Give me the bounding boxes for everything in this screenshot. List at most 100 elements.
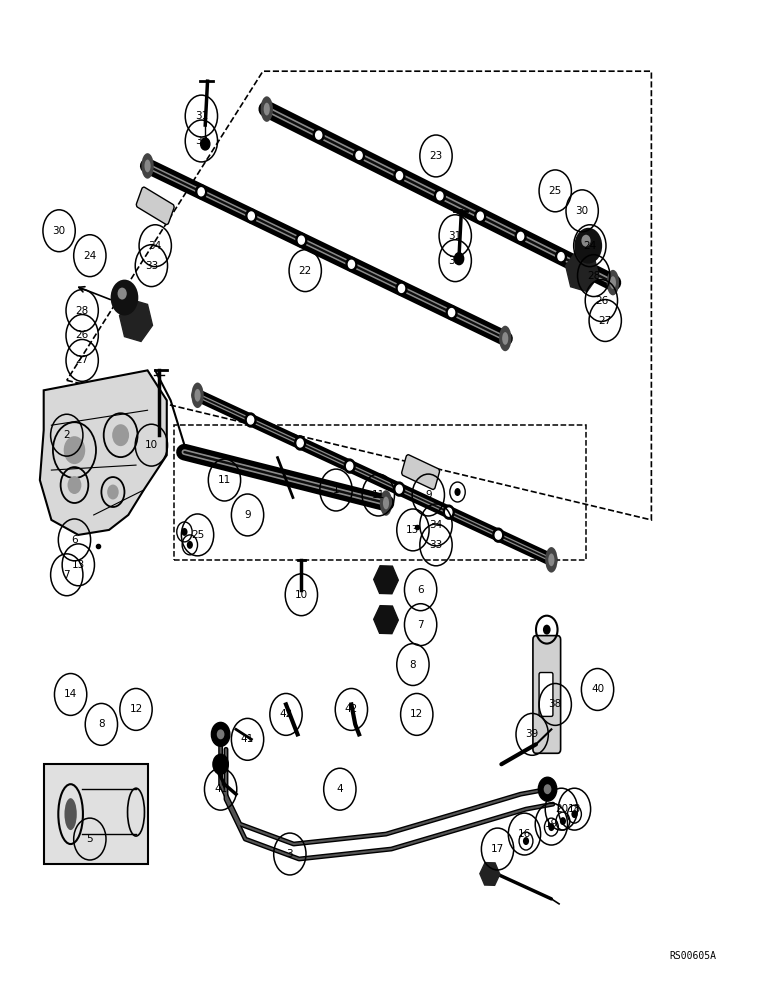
- Text: 32: 32: [449, 256, 462, 266]
- FancyBboxPatch shape: [137, 187, 174, 225]
- Circle shape: [543, 625, 550, 635]
- Circle shape: [394, 482, 405, 496]
- Circle shape: [523, 837, 529, 845]
- Text: 6: 6: [418, 585, 424, 595]
- Text: 32: 32: [195, 136, 208, 146]
- Circle shape: [198, 188, 205, 196]
- Ellipse shape: [264, 103, 270, 115]
- Circle shape: [571, 810, 577, 818]
- Text: 11: 11: [218, 475, 231, 485]
- Text: 13: 13: [406, 525, 419, 535]
- Circle shape: [455, 488, 461, 496]
- Ellipse shape: [141, 153, 154, 179]
- Text: 22: 22: [299, 266, 312, 276]
- Circle shape: [107, 485, 119, 500]
- Ellipse shape: [261, 96, 273, 122]
- Text: 7: 7: [418, 620, 424, 630]
- Text: 16: 16: [518, 829, 531, 839]
- Text: 6: 6: [71, 535, 78, 545]
- Circle shape: [316, 131, 322, 139]
- Ellipse shape: [499, 326, 511, 351]
- Text: 39: 39: [526, 729, 539, 739]
- Text: 23: 23: [429, 151, 442, 161]
- Ellipse shape: [191, 383, 204, 408]
- Circle shape: [67, 476, 81, 494]
- Text: 31: 31: [449, 231, 462, 241]
- Text: 11: 11: [371, 490, 385, 500]
- Circle shape: [515, 229, 526, 243]
- Circle shape: [295, 436, 306, 450]
- Circle shape: [574, 228, 602, 264]
- Ellipse shape: [502, 332, 508, 345]
- Circle shape: [396, 281, 407, 295]
- Circle shape: [548, 823, 554, 831]
- Text: 1: 1: [333, 485, 340, 495]
- Circle shape: [248, 212, 254, 220]
- Text: 33: 33: [429, 540, 442, 550]
- Ellipse shape: [548, 553, 554, 566]
- Circle shape: [538, 777, 557, 801]
- Circle shape: [394, 169, 405, 183]
- Text: 17: 17: [491, 844, 504, 854]
- Text: 9: 9: [425, 490, 432, 500]
- Text: 18: 18: [568, 804, 581, 814]
- Circle shape: [581, 235, 591, 247]
- Text: 19: 19: [545, 819, 558, 829]
- Text: 8: 8: [410, 660, 416, 670]
- Circle shape: [517, 232, 523, 240]
- Circle shape: [117, 288, 127, 300]
- Text: 8: 8: [98, 719, 105, 729]
- Text: 30: 30: [52, 226, 66, 236]
- Text: 2: 2: [63, 430, 70, 440]
- Circle shape: [112, 424, 129, 446]
- Circle shape: [248, 416, 254, 424]
- Ellipse shape: [380, 490, 392, 516]
- Text: 27: 27: [598, 316, 612, 326]
- Circle shape: [296, 233, 306, 247]
- Text: 24: 24: [83, 251, 96, 261]
- Text: 42: 42: [279, 709, 293, 719]
- Circle shape: [495, 531, 501, 539]
- Text: 5: 5: [86, 834, 93, 844]
- Ellipse shape: [607, 270, 619, 295]
- Circle shape: [246, 209, 256, 223]
- Text: 34: 34: [429, 520, 442, 530]
- Text: 27: 27: [76, 355, 89, 365]
- Text: 12: 12: [410, 709, 423, 719]
- Circle shape: [449, 309, 455, 317]
- Text: 24: 24: [583, 241, 597, 251]
- Text: 26: 26: [594, 296, 608, 306]
- Circle shape: [181, 528, 188, 536]
- Text: 33: 33: [145, 261, 158, 271]
- Circle shape: [313, 128, 324, 142]
- Circle shape: [344, 459, 355, 473]
- Circle shape: [455, 253, 464, 265]
- Ellipse shape: [610, 276, 616, 289]
- Ellipse shape: [195, 389, 201, 402]
- Circle shape: [110, 280, 138, 316]
- FancyBboxPatch shape: [539, 673, 553, 716]
- Circle shape: [297, 439, 303, 447]
- Ellipse shape: [65, 798, 76, 830]
- Text: 10: 10: [145, 440, 158, 450]
- Circle shape: [446, 306, 457, 320]
- Text: 41: 41: [241, 734, 254, 744]
- Ellipse shape: [144, 160, 151, 172]
- Circle shape: [477, 212, 483, 220]
- Text: 25: 25: [191, 530, 204, 540]
- Circle shape: [187, 541, 193, 549]
- Ellipse shape: [383, 497, 389, 509]
- Circle shape: [354, 148, 364, 162]
- Text: 30: 30: [576, 206, 589, 216]
- Circle shape: [346, 257, 357, 271]
- Circle shape: [64, 436, 85, 464]
- Circle shape: [298, 236, 304, 244]
- Text: 13: 13: [72, 560, 85, 570]
- Circle shape: [356, 151, 362, 159]
- Circle shape: [396, 485, 402, 493]
- Circle shape: [201, 138, 210, 150]
- Text: 20: 20: [555, 804, 568, 814]
- Circle shape: [396, 172, 402, 180]
- FancyBboxPatch shape: [533, 636, 560, 753]
- Circle shape: [347, 462, 353, 470]
